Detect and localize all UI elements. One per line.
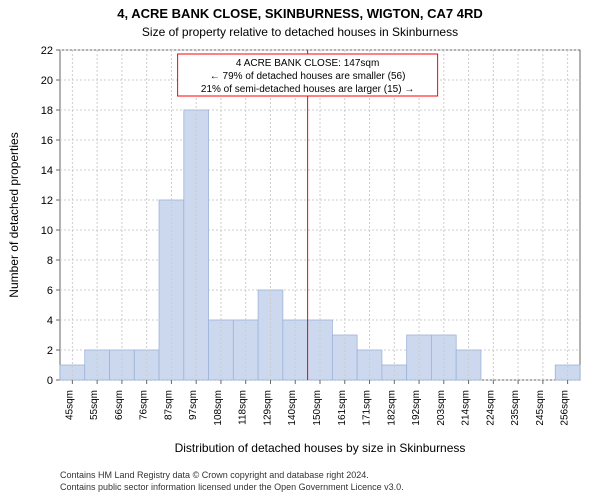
ytick-label: 10 [41, 225, 53, 237]
ylabel: Number of detached properties [7, 132, 21, 297]
xtick-label: 55sqm [89, 390, 100, 420]
xtick-label: 129sqm [262, 390, 273, 426]
xtick-label: 140sqm [287, 390, 298, 426]
xtick-label: 118sqm [238, 390, 249, 425]
callout-line3: 21% of semi-detached houses are larger (… [201, 84, 414, 95]
xtick-label: 87sqm [163, 390, 174, 420]
ytick-label: 8 [47, 255, 53, 267]
xtick-label: 45sqm [64, 390, 75, 420]
footer-line2: Contains public sector information licen… [60, 482, 404, 492]
callout-line1: 4 ACRE BANK CLOSE: 147sqm [236, 58, 379, 69]
xtick-label: 224sqm [485, 390, 496, 426]
xtick-label: 235sqm [510, 390, 521, 426]
callout-line2: ← 79% of detached houses are smaller (56… [210, 71, 406, 82]
bar [332, 335, 357, 380]
xtick-label: 256sqm [560, 390, 571, 426]
property-size-chart: 4, ACRE BANK CLOSE, SKINBURNESS, WIGTON,… [0, 0, 600, 500]
xtick-label: 150sqm [312, 390, 323, 426]
ytick-label: 4 [47, 315, 53, 327]
bar [431, 335, 456, 380]
ytick-label: 14 [41, 165, 53, 177]
footer-line1: Contains HM Land Registry data © Crown c… [60, 470, 369, 480]
bar [407, 335, 432, 380]
ytick-label: 16 [41, 135, 53, 147]
ytick-label: 20 [41, 75, 53, 87]
xtick-label: 214sqm [461, 390, 472, 426]
chart-title: 4, ACRE BANK CLOSE, SKINBURNESS, WIGTON,… [117, 6, 483, 21]
chart-svg: 4, ACRE BANK CLOSE, SKINBURNESS, WIGTON,… [0, 0, 600, 500]
ytick-label: 2 [47, 345, 53, 357]
xtick-label: 245sqm [535, 390, 546, 426]
xtick-label: 192sqm [411, 390, 422, 426]
xtick-label: 97sqm [188, 390, 199, 420]
xtick-label: 161sqm [337, 390, 348, 426]
ytick-label: 22 [41, 45, 53, 57]
ytick-label: 18 [41, 105, 53, 117]
xtick-label: 76sqm [139, 390, 150, 420]
chart-subtitle: Size of property relative to detached ho… [142, 25, 458, 39]
xtick-label: 171sqm [362, 390, 373, 426]
ytick-label: 0 [47, 375, 53, 387]
xlabel: Distribution of detached houses by size … [175, 441, 466, 455]
xtick-label: 182sqm [386, 390, 397, 426]
xtick-label: 66sqm [114, 390, 125, 420]
xtick-label: 203sqm [436, 390, 447, 426]
ytick-label: 6 [47, 285, 53, 297]
xtick-label: 108sqm [213, 390, 224, 426]
ytick-label: 12 [41, 195, 53, 207]
